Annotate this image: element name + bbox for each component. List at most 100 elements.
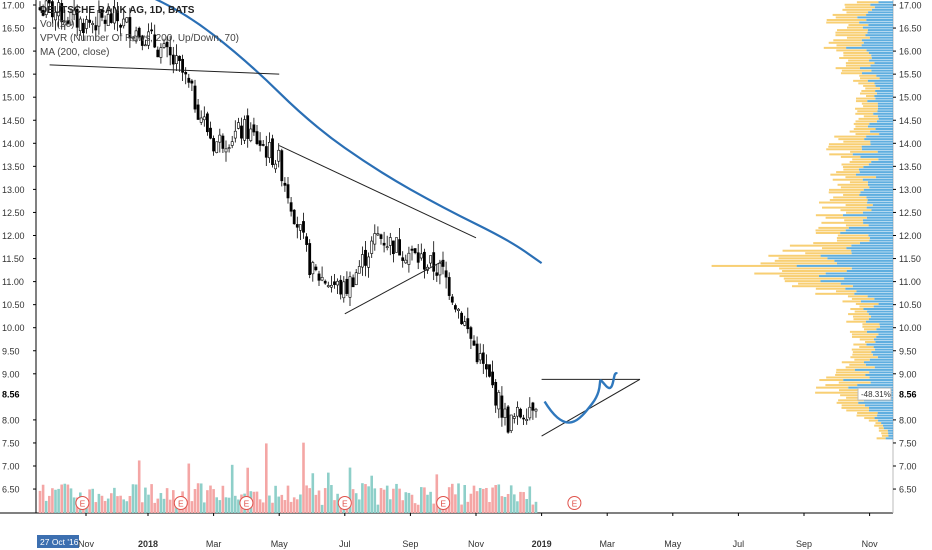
candle-body — [78, 18, 82, 31]
vpvr-up-bar — [874, 95, 893, 98]
candle-body — [351, 277, 355, 288]
vpvr-up-bar — [827, 257, 893, 260]
y-tick-label-left: 11.50 — [2, 254, 24, 264]
candle-body — [249, 128, 253, 141]
vpvr-up-bar — [859, 21, 893, 24]
vpvr-up-bar — [859, 193, 893, 196]
chart-legend: DEUTSCHE BANK AG, 1D, BATS Vol (20) VPVR… — [40, 4, 239, 60]
vpvr-up-bar — [868, 313, 893, 316]
volume-bar — [379, 488, 383, 513]
candle-body — [364, 249, 367, 266]
candle-body — [453, 305, 457, 310]
vpvr-down-bar — [854, 358, 870, 361]
candle-body — [162, 43, 166, 48]
vpvr-down-bar — [774, 259, 835, 262]
y-tick-label-left: 12.50 — [2, 208, 25, 218]
price-axis[interactable]: 17.00 17.00 16.50 16.50 16.00 16.00 15.50 15.50… — [2, 1, 922, 495]
vpvr-up-bar — [858, 401, 893, 404]
earnings-marker — [436, 496, 451, 510]
candle-body — [522, 417, 526, 420]
volume-bar — [327, 472, 330, 513]
vpvr-up-bar — [820, 280, 893, 283]
vpvr-up-bar — [867, 29, 893, 32]
vpvr-down-bar — [855, 107, 878, 110]
candle-body — [274, 163, 278, 170]
vpvr-up-bar — [863, 41, 893, 44]
vpvr-down-bar — [840, 209, 872, 212]
vpvr-up-bar — [875, 84, 893, 87]
legend-ma[interactable]: MA (200, close) — [40, 47, 110, 58]
volume-bar — [153, 502, 156, 513]
candle-body — [178, 55, 181, 61]
vpvr-up-bar — [867, 100, 893, 103]
vpvr-down-bar — [851, 333, 879, 336]
volume-bar — [503, 496, 507, 513]
volume-bar — [528, 486, 532, 513]
vpvr-up-bar — [869, 406, 893, 409]
vpvr-up-bar — [866, 216, 893, 219]
vpvr-down-bar — [848, 313, 869, 316]
candle-body — [57, 2, 61, 17]
symbol-title[interactable]: DEUTSCHE BANK AG, 1D, BATS — [40, 5, 195, 16]
candle-body — [156, 49, 160, 58]
y-tick-label-right: 6.50 — [899, 485, 917, 495]
x-tick-label: 27 Oct '16 — [40, 537, 79, 547]
candle-body — [159, 47, 163, 58]
y-tick-label-left: 16.50 — [2, 24, 25, 34]
vpvr-up-bar — [877, 414, 893, 417]
vpvr-down-bar — [828, 143, 871, 146]
volume-bar — [320, 504, 324, 513]
vpvr-down-bar — [852, 158, 879, 161]
candle-body — [106, 14, 110, 26]
vpvr-down-bar — [832, 13, 867, 16]
vpvr-up-bar — [864, 361, 893, 364]
volume-bar — [367, 486, 370, 513]
candle-body — [512, 416, 516, 419]
candle-body — [171, 54, 175, 65]
legend-vpvr[interactable]: VPVR (Number Of Rows, 200, Up/Down, 70) — [40, 33, 239, 44]
y-tick-label-left: 7.50 — [2, 438, 20, 448]
vpvr-up-bar — [860, 67, 893, 70]
vpvr-up-bar — [868, 224, 893, 227]
vpvr-up-bar — [840, 282, 893, 285]
volume-bar — [311, 473, 315, 513]
vpvr-down-bar — [841, 163, 869, 166]
vpvr-down-bar — [852, 353, 873, 356]
volume-bar — [271, 502, 274, 513]
candle-body — [193, 85, 197, 110]
volume-bar — [423, 487, 426, 513]
vpvr-down-bar — [836, 401, 859, 404]
candle-body — [376, 233, 380, 236]
candle-body — [283, 182, 287, 186]
vpvr-up-bar — [856, 290, 893, 293]
time-axis[interactable]: 27 Oct '16 Nov 2018 Mar May Jul Sep Nov 2019 Mar M… — [37, 513, 878, 549]
volume-bar — [463, 484, 466, 513]
trendline-drawings[interactable] — [49, 64, 641, 437]
x-tick-label: Jul — [733, 539, 745, 549]
candle-body — [255, 131, 259, 144]
volume-bar — [407, 492, 411, 513]
volume-bar — [420, 487, 423, 513]
candle-body — [240, 125, 243, 139]
candle-body — [122, 18, 126, 27]
vpvr-up-bar — [885, 437, 893, 440]
vpvr-down-bar — [846, 409, 869, 412]
vpvr-down-bar — [815, 231, 841, 234]
volume-bar — [72, 497, 76, 513]
volume-bar — [354, 493, 358, 513]
volume-bar — [330, 485, 333, 513]
vpvr-up-bar — [857, 16, 893, 19]
candle-body — [97, 10, 101, 27]
x-tick-label: Nov — [862, 539, 879, 549]
vpvr-up-bar — [871, 8, 893, 11]
vpvr-down-bar — [849, 363, 866, 366]
candle-body — [85, 19, 88, 29]
vpvr-down-bar — [865, 340, 876, 343]
legend-vol[interactable]: Vol (20) — [40, 19, 75, 30]
vpvr-up-bar — [866, 135, 893, 138]
candle-body — [345, 278, 349, 294]
candle-body — [38, 7, 42, 11]
vpvr-up-bar — [869, 376, 893, 379]
